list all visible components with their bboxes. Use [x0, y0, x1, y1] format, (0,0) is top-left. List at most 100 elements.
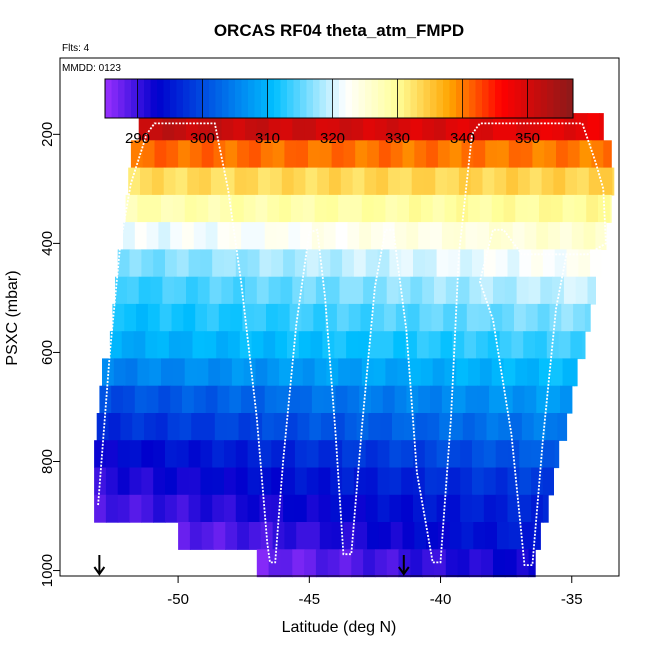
heatmap-cell	[365, 494, 379, 523]
heatmap-cell	[113, 358, 127, 387]
heatmap-cell	[212, 494, 225, 523]
heatmap-cell	[566, 249, 579, 278]
heatmap-cell	[552, 276, 565, 305]
heatmap-cell	[365, 440, 379, 469]
heatmap-cell	[197, 113, 211, 141]
heatmap-cell	[390, 522, 404, 550]
heatmap-cell	[570, 331, 583, 360]
heatmap-cell	[141, 440, 154, 469]
heatmap-cell	[126, 276, 140, 305]
heatmap-cell	[179, 413, 192, 441]
heatmap-cell	[252, 222, 266, 250]
heatmap-cell	[424, 249, 438, 278]
heatmap-cell	[187, 167, 200, 196]
heatmap-cell	[189, 522, 203, 550]
heatmap-cell	[205, 222, 219, 250]
colorbar-segment	[118, 79, 125, 118]
heatmap-cell	[448, 494, 461, 523]
colorbar-segment	[176, 79, 184, 118]
heatmap-cell	[267, 194, 280, 223]
heatmap-cell	[403, 413, 417, 441]
heatmap-cell	[140, 167, 153, 196]
heatmap-cell	[353, 494, 367, 523]
heatmap-cell	[504, 276, 518, 305]
colorbar-segment	[469, 79, 476, 118]
heatmap-cell	[397, 358, 410, 387]
heatmap-cell	[94, 440, 107, 469]
heatmap-cell	[558, 331, 571, 360]
heatmap-cell	[472, 467, 485, 496]
heatmap-cell	[302, 358, 316, 387]
heatmap-cell	[495, 467, 509, 496]
heatmap-cell	[455, 303, 468, 332]
heatmap-cell	[306, 440, 320, 469]
heatmap-cell	[466, 303, 480, 332]
heatmap-cell	[94, 467, 107, 496]
heatmap-cell	[134, 385, 148, 414]
heatmap-cell	[142, 140, 156, 169]
heatmap-cell	[178, 140, 191, 169]
colorbar-segment	[293, 79, 301, 118]
heatmap-cell	[410, 276, 423, 305]
heatmap-cell	[313, 303, 326, 332]
heatmap-cell	[447, 167, 460, 196]
heatmap-cell	[325, 303, 338, 332]
heatmap-cell	[235, 440, 249, 469]
heatmap-cell	[125, 358, 138, 387]
heatmap-cell	[460, 467, 473, 496]
colorbar-segment	[534, 79, 541, 118]
heatmap-cell	[434, 276, 447, 305]
heatmap-cell	[195, 303, 208, 332]
heatmap-cell	[590, 249, 602, 278]
heatmap-cell	[567, 140, 581, 169]
heatmap-cell	[573, 303, 586, 332]
heatmap-cell	[456, 194, 469, 223]
heatmap-cell	[249, 522, 262, 550]
heatmap-cell	[394, 222, 407, 250]
heatmap-cell	[287, 331, 300, 360]
colorbar-segment	[163, 79, 171, 118]
heatmap-cell	[389, 494, 402, 523]
heatmap-cell	[527, 194, 540, 223]
heatmap-cell	[578, 249, 591, 278]
heatmap-cell	[308, 140, 321, 169]
heatmap-cell	[468, 358, 481, 387]
heatmap-cell	[382, 385, 396, 414]
heatmap-cell	[279, 358, 292, 387]
heatmap-cell	[105, 467, 119, 496]
heatmap-cell	[407, 303, 421, 332]
heatmap-cell	[200, 467, 213, 496]
heatmap-cell	[504, 113, 518, 141]
heatmap-cell	[251, 331, 264, 360]
colorbar-segment	[157, 79, 164, 118]
heatmap-cell	[562, 358, 575, 387]
heatmap-cell	[444, 194, 457, 223]
heatmap-cell	[525, 303, 539, 332]
heatmap-cell	[229, 222, 242, 250]
colorbar-segment	[417, 79, 424, 118]
heatmap-cell	[389, 440, 402, 469]
heatmap-cell	[493, 113, 506, 141]
heatmap-cell	[453, 385, 467, 414]
heatmap-cell	[481, 113, 494, 141]
colorbar-segment	[254, 79, 262, 118]
heatmap-cell	[481, 276, 494, 305]
heatmap-cell	[469, 549, 482, 578]
y-tick-label: 1000	[39, 554, 56, 587]
colorbar-segment	[449, 79, 457, 118]
heatmap-cell	[389, 467, 402, 496]
heatmap-cell	[504, 549, 518, 578]
heatmap-cell	[378, 140, 392, 169]
heatmap-cell	[296, 522, 309, 550]
colorbar-segment	[540, 79, 548, 118]
heatmap-cell	[495, 494, 509, 523]
heatmap-cell	[457, 276, 470, 305]
heatmap-cell	[493, 276, 506, 305]
heatmap-cell	[153, 494, 166, 523]
heatmap-cell	[399, 167, 413, 196]
heatmap-cell	[136, 303, 149, 332]
heatmap-cell	[196, 194, 209, 223]
heatmap-cell	[347, 222, 360, 250]
heatmap-cell	[163, 167, 177, 196]
heatmap-cell	[218, 303, 232, 332]
